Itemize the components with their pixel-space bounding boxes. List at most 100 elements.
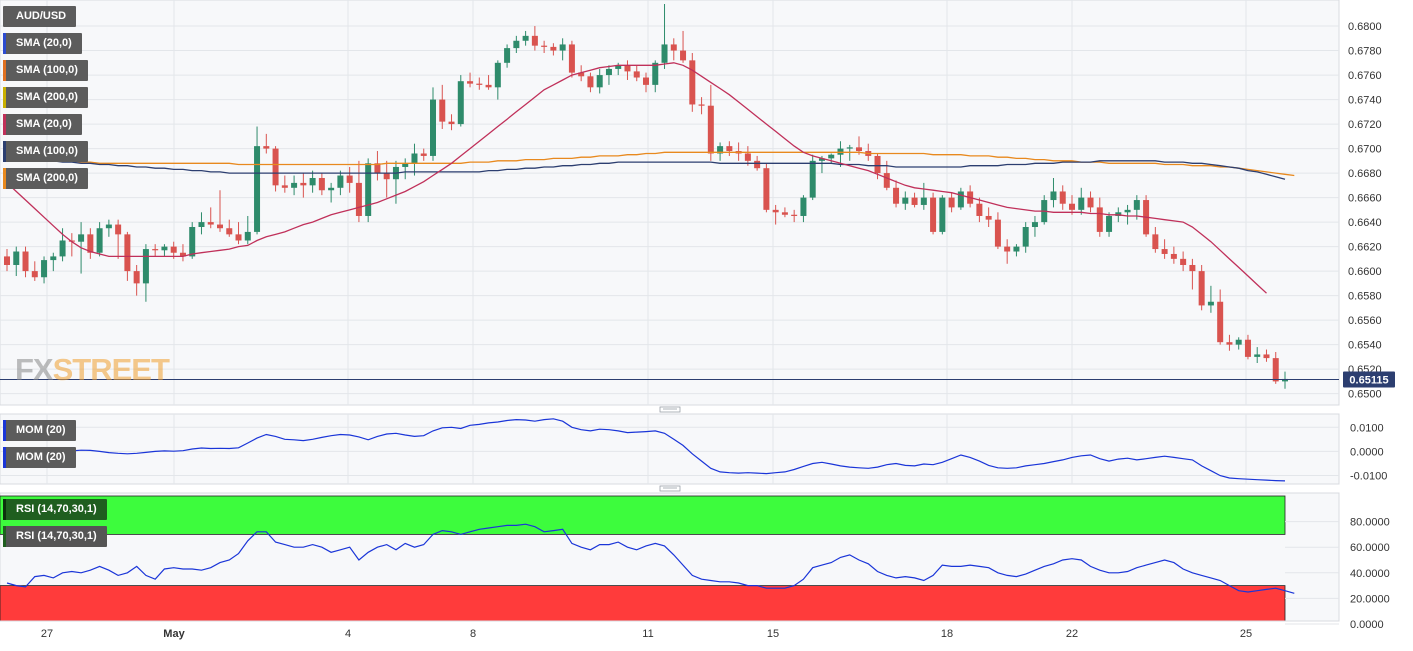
candle-body (1069, 203, 1075, 210)
sma200-label-1[interactable]: SMA (200,0) (3, 87, 88, 108)
sma20-line (6, 62, 1267, 294)
mom-label-text: MOM (20) (16, 451, 66, 463)
candle-body (263, 146, 270, 149)
rsi-label-2[interactable]: RSI (14,70,30,1) (3, 526, 107, 547)
candle-body (1170, 253, 1177, 259)
candle-body (1050, 191, 1057, 201)
candle-body (309, 177, 316, 186)
candle-body (707, 105, 714, 154)
candle-body (717, 146, 724, 154)
candle-body (920, 197, 927, 205)
candle-body (411, 153, 418, 164)
sma100-label-2[interactable]: SMA (100,0) (3, 141, 88, 162)
mom-y-tick-label: -0.0100 (1350, 471, 1387, 483)
price-y-tick-label: 0.6800 (1348, 21, 1382, 33)
sma20-label-text: SMA (20,0) (16, 37, 72, 49)
sma100-label-text: SMA (100,0) (16, 145, 78, 157)
candle-body (1244, 339, 1251, 357)
candle-body (522, 35, 529, 41)
candle-body (244, 231, 251, 241)
candle-body (1282, 378, 1288, 382)
candle-body (1031, 222, 1038, 228)
candle-body (911, 197, 918, 205)
candle-body (1217, 301, 1224, 343)
candle-body (689, 60, 696, 105)
watermark-street: STREET (52, 352, 170, 387)
pane-resize-handle-2 (659, 485, 681, 492)
candle-body (420, 153, 427, 156)
candle-body (605, 68, 612, 76)
candle-body (550, 46, 557, 51)
candle-body (78, 234, 85, 242)
sma200-swatch (3, 87, 6, 108)
price-y-tick-label: 0.6600 (1348, 266, 1382, 278)
candle-body (994, 219, 1001, 247)
sma200-label-2[interactable]: SMA (200,0) (3, 168, 88, 189)
candle-body (670, 44, 677, 51)
candle-body (874, 155, 881, 174)
candle-body (568, 44, 575, 73)
candle-body (772, 209, 779, 213)
rsi-label-1[interactable]: RSI (14,70,30,1) (3, 499, 107, 520)
candle-body (1013, 246, 1020, 252)
candle-body (1022, 227, 1029, 247)
candle-body (976, 203, 983, 216)
sma100-swatch (3, 141, 6, 162)
price-y-tick-label: 0.6700 (1348, 144, 1382, 156)
candle-body (902, 197, 909, 204)
candle-body (207, 222, 214, 225)
price-y-tick-label: 0.6660 (1348, 193, 1382, 205)
candle-body (939, 197, 946, 232)
mom-label-2[interactable]: MOM (20) (3, 447, 76, 468)
candle-body (430, 99, 436, 156)
candle-body (217, 224, 223, 229)
candle-body (883, 173, 890, 188)
candle-body (13, 251, 20, 265)
candle-body (96, 228, 103, 253)
price-y-tick-label: 0.6680 (1348, 168, 1382, 180)
sma20-label-1[interactable]: SMA (20,0) (3, 33, 82, 54)
fxstreet-watermark: FXSTREET (15, 352, 170, 388)
candle-body (1198, 271, 1205, 306)
candle-body (1106, 215, 1113, 232)
price-pane-bg (0, 0, 1340, 406)
candle-body (1207, 301, 1214, 306)
rsi-label-text: RSI (14,70,30,1) (16, 503, 97, 515)
candle-body (365, 163, 372, 216)
candle-body (226, 228, 233, 235)
mom-label-1[interactable]: MOM (20) (3, 420, 76, 441)
candle-body (624, 65, 631, 72)
sma100-label-text: SMA (100,0) (16, 64, 78, 76)
candle-body (1161, 249, 1168, 254)
candle-body (504, 48, 511, 63)
candle-body (652, 62, 659, 85)
candle-body (124, 234, 131, 272)
price-y-tick-label: 0.6540 (1348, 340, 1382, 352)
symbol-label[interactable]: AUD/USD (3, 6, 77, 27)
candle-body (559, 44, 566, 51)
sma200-label-text: SMA (200,0) (16, 91, 78, 103)
candle-body (893, 187, 900, 204)
x-axis-date-label: 22 (1066, 628, 1078, 640)
candle-body (328, 187, 335, 191)
candle-body (457, 81, 464, 125)
sma100-label-1[interactable]: SMA (100,0) (3, 60, 88, 81)
candle-body (59, 240, 66, 257)
candle-body (22, 251, 29, 272)
rsi-y-tick-label: 80.0000 (1350, 517, 1390, 529)
sma20-label-2[interactable]: SMA (20,0) (3, 114, 82, 135)
mom-y-tick-label: 0.0100 (1350, 422, 1384, 434)
candle-body (930, 197, 937, 232)
candle-body (476, 83, 483, 85)
candle-body (1263, 354, 1270, 359)
candle-body (198, 222, 205, 228)
candle-body (837, 148, 844, 155)
candle-body (744, 153, 751, 161)
candle-body (189, 227, 196, 257)
candle-body (355, 182, 362, 216)
candle-body (374, 163, 381, 174)
sma20-label-text: SMA (20,0) (16, 118, 72, 130)
candle-body (50, 256, 57, 261)
